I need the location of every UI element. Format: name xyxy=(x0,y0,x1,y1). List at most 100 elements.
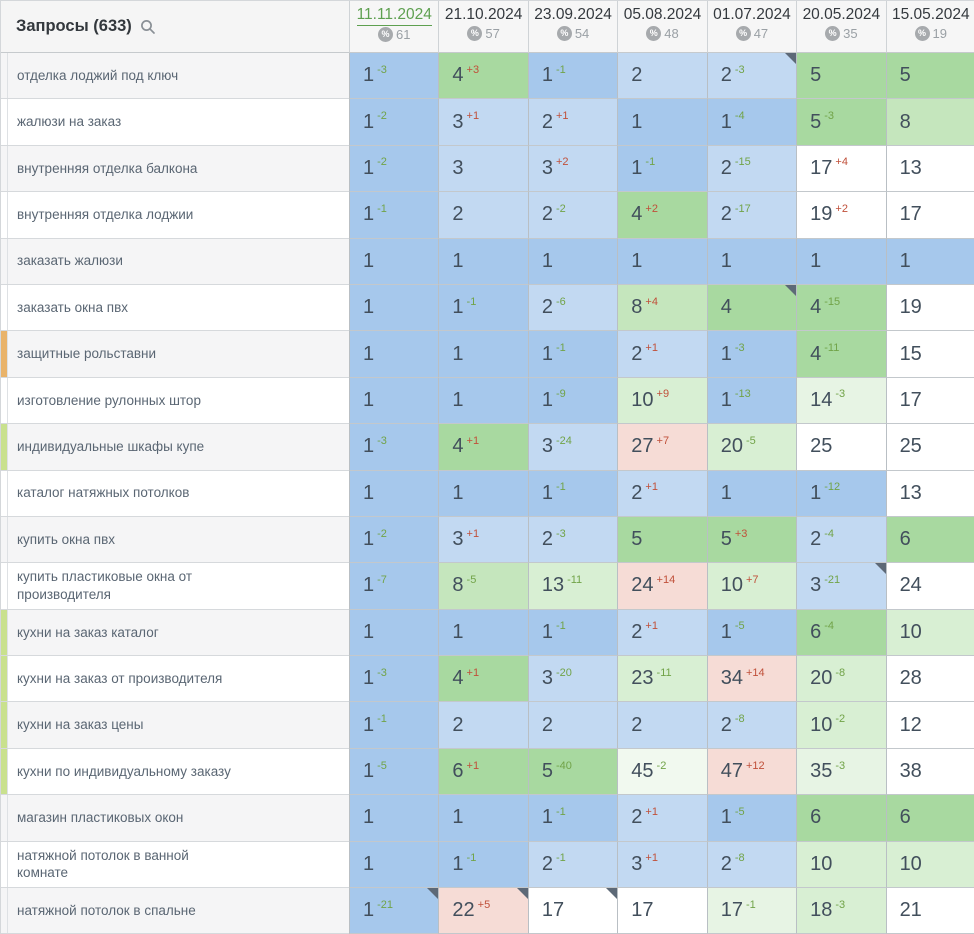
query-cell[interactable]: магазин пластиковых окон xyxy=(1,795,349,842)
position-cell: 10 xyxy=(885,841,974,889)
position-value: 38 xyxy=(899,760,922,783)
position-cell: 28 xyxy=(885,656,974,703)
position-change: -1 xyxy=(555,620,566,633)
row-marker xyxy=(1,516,8,563)
position-value: 1 xyxy=(720,342,732,365)
query-cell[interactable]: натяжной потолок в спальне xyxy=(1,888,349,934)
position-cell: 1 -7 xyxy=(349,563,439,610)
position-value: 1 xyxy=(363,203,375,226)
position-cell: 1 -1 xyxy=(349,702,439,749)
position-value: 1 xyxy=(720,481,732,504)
position-cell: 1 -2 xyxy=(349,516,439,564)
visibility-percent: % 47 xyxy=(708,25,796,41)
position-cell: 1 xyxy=(617,99,707,146)
position-cell: 20 -8 xyxy=(796,656,886,703)
position-change: +1 xyxy=(645,620,658,633)
position-cell: 4 +2 xyxy=(617,192,707,239)
position-cell: 8 +4 xyxy=(617,284,707,332)
position-change: +4 xyxy=(645,295,658,308)
query-cell[interactable]: индивидуальные шкафы купе xyxy=(1,424,349,471)
position-cell: 1 -21 xyxy=(349,888,439,934)
date-link[interactable]: 11.11.2024 xyxy=(356,6,432,26)
position-cell: 1 xyxy=(438,238,528,285)
query-label: купить пластиковые окна от производителя xyxy=(17,569,193,602)
position-value: 8 xyxy=(899,110,911,133)
query-cell[interactable]: кухни на заказ от производителя xyxy=(1,656,349,703)
position-value: 1 xyxy=(363,110,375,133)
query-cell[interactable]: каталог натяжных потолков xyxy=(1,470,349,517)
position-value: 22 xyxy=(452,899,475,922)
query-cell[interactable]: жалюзи на заказ xyxy=(1,99,349,146)
query-cell[interactable]: натяжной потолок в ванной комнате xyxy=(1,841,349,889)
position-value: 3 xyxy=(541,667,553,690)
query-cell[interactable]: кухни по индивидуальному заказу xyxy=(1,748,349,796)
position-value: 1 xyxy=(363,296,375,319)
row-marker xyxy=(1,702,8,748)
position-value: 24 xyxy=(899,574,922,597)
position-cell: 1 -3 xyxy=(706,331,797,378)
query-cell[interactable]: заказать окна пвх xyxy=(1,284,349,332)
position-cell: 2 -15 xyxy=(706,145,797,193)
query-cell[interactable]: отделка лоджий под ключ xyxy=(1,53,349,100)
search-icon[interactable] xyxy=(140,19,156,35)
position-cell: 1 xyxy=(438,470,528,517)
row-marker xyxy=(1,53,8,99)
position-cell: 17 xyxy=(885,377,974,425)
position-cell: 24 xyxy=(885,563,974,610)
position-change: -5 xyxy=(466,573,477,586)
date-link[interactable]: 23.09.2024 xyxy=(534,6,612,23)
query-label: кухни на заказ от производителя xyxy=(17,671,223,686)
date-link[interactable]: 05.08.2024 xyxy=(623,6,702,23)
query-cell[interactable]: внутренняя отделка лоджии xyxy=(1,192,349,239)
position-change: +1 xyxy=(466,759,480,772)
query-cell[interactable]: изготовление рулонных штор xyxy=(1,377,349,425)
position-cell: 4 -15 xyxy=(796,284,886,332)
position-cell: 6 -4 xyxy=(796,609,886,657)
position-value: 1 xyxy=(363,574,375,597)
date-link[interactable]: 20.05.2024 xyxy=(802,6,881,23)
percent-value: 47 xyxy=(753,25,769,41)
query-label: купить окна пвх xyxy=(17,531,115,547)
query-cell[interactable]: заказать жалюзи xyxy=(1,238,349,285)
position-cell: 1 xyxy=(349,470,439,517)
date-column-header: 05.08.2024% 48 xyxy=(617,1,707,53)
position-value: 4 xyxy=(810,296,822,319)
position-value: 1 xyxy=(363,713,375,736)
position-value: 13 xyxy=(541,574,565,597)
query-cell[interactable]: купить окна пвх xyxy=(1,516,349,564)
position-cell: 3 +2 xyxy=(527,145,618,193)
position-value: 10 xyxy=(720,574,743,597)
position-value: 2 xyxy=(541,713,553,736)
query-cell[interactable]: защитные рольставни xyxy=(1,331,349,378)
query-row: кухни на заказ цены 1 -1 2 2 2 2 -8 10 -2 12 xyxy=(1,702,974,749)
position-cell: 1 -1 xyxy=(527,53,618,100)
position-change: -3 xyxy=(377,63,387,76)
position-change: -5 xyxy=(377,759,387,772)
query-row: заказать жалюзи 1 1 1 1 1 1 1 xyxy=(1,238,974,285)
position-value: 17 xyxy=(899,388,922,411)
query-row: изготовление рулонных штор 1 1 1 -9 10 +9 1 -13 1… xyxy=(1,377,974,425)
position-cell: 6 +1 xyxy=(438,748,528,796)
query-cell[interactable]: купить пластиковые окна от производителя xyxy=(1,563,349,610)
query-cell[interactable]: внутренняя отделка балкона xyxy=(1,145,349,193)
position-cell: 1 -3 xyxy=(349,656,439,703)
date-link[interactable]: 15.05.2024 xyxy=(891,6,970,23)
position-value: 1 xyxy=(541,342,553,365)
date-link[interactable]: 21.10.2024 xyxy=(444,6,523,23)
position-value: 6 xyxy=(452,760,464,783)
position-value: 1 xyxy=(720,388,732,411)
position-cell: 6 xyxy=(796,795,886,842)
query-label: заказать жалюзи xyxy=(17,253,123,269)
query-cell[interactable]: кухни на заказ каталог xyxy=(1,609,349,657)
position-value: 12 xyxy=(899,713,922,736)
date-column-header: 21.10.2024% 57 xyxy=(438,1,528,53)
query-cell[interactable]: кухни на заказ цены xyxy=(1,702,349,749)
position-change: -3 xyxy=(555,527,566,540)
position-cell: 3 -20 xyxy=(527,656,618,703)
position-change: -3 xyxy=(734,63,745,76)
position-cell: 1 xyxy=(438,331,528,378)
position-cell: 8 xyxy=(885,99,974,146)
position-change: -7 xyxy=(377,573,387,586)
position-value: 5 xyxy=(810,64,822,87)
date-link[interactable]: 01.07.2024 xyxy=(713,6,791,23)
